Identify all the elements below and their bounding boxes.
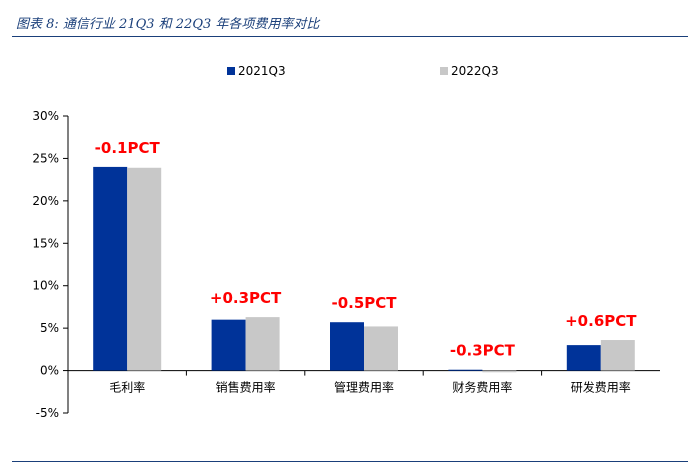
x-category-label: 财务费用率	[452, 380, 512, 395]
pct-change-annotation: +0.6PCT	[565, 312, 637, 330]
bar-2021Q3	[566, 345, 601, 371]
bar-2022Q3	[364, 326, 398, 371]
y-tick-label: -5%	[36, 406, 59, 420]
bar-2022Q3	[482, 370, 517, 373]
y-tick-label: 5%	[40, 321, 59, 335]
chart-title: 图表 8: 通信行业 21Q3 和 22Q3 年各项费用率对比	[16, 17, 320, 32]
x-category-label: 销售费用率	[216, 380, 276, 395]
y-tick-label: 20%	[32, 194, 59, 208]
x-category-label: 毛利率	[109, 380, 145, 395]
x-category-label: 研发费用率	[571, 380, 631, 395]
pct-change-annotation: -0.1PCT	[95, 139, 161, 157]
y-tick-label: 0%	[40, 364, 59, 378]
y-tick-label: 30%	[32, 109, 59, 123]
pct-change-annotation: -0.5PCT	[331, 294, 397, 312]
legend-label: 2021Q3	[238, 64, 286, 78]
y-tick-label: 25%	[32, 151, 59, 165]
bar-2021Q3	[93, 166, 128, 371]
bar-2022Q3	[600, 340, 635, 371]
title-divider	[12, 36, 688, 37]
x-category-label: 管理费用率	[334, 380, 394, 395]
bar-2021Q3	[448, 369, 483, 371]
legend-swatch-2022Q3	[440, 67, 448, 75]
bar-2022Q3	[127, 167, 162, 371]
legend-swatch-2021Q3	[227, 67, 235, 75]
bar-2022Q3	[245, 317, 280, 371]
y-tick-label: 15%	[32, 236, 59, 250]
pct-change-annotation: +0.3PCT	[210, 289, 282, 307]
y-tick-label: 10%	[32, 279, 59, 293]
bar-2021Q3	[211, 319, 246, 371]
pct-change-annotation: -0.3PCT	[450, 342, 516, 360]
legend-label: 2022Q3	[451, 64, 499, 78]
bar-2021Q3	[330, 322, 364, 371]
bottom-divider	[12, 461, 688, 462]
